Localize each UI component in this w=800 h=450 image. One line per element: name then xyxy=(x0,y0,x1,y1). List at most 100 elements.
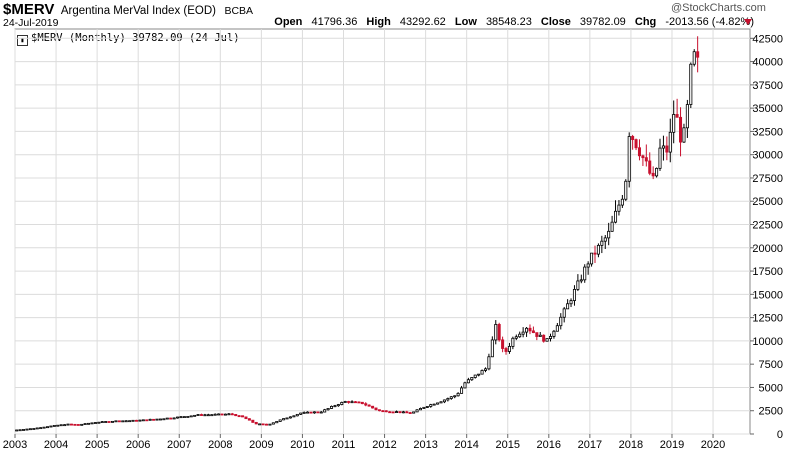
x-tick-label: 2007 xyxy=(167,439,191,450)
plot-frame xyxy=(14,28,751,435)
candle-body xyxy=(607,230,611,239)
candle-body xyxy=(155,418,159,421)
candle-body xyxy=(610,221,614,232)
candle-body xyxy=(408,412,412,414)
candle-body xyxy=(333,405,337,408)
candle-body xyxy=(569,300,573,305)
y-tick-label: 42500 xyxy=(752,33,783,45)
candle-body xyxy=(548,336,553,339)
candle-body xyxy=(538,334,542,337)
candle-body xyxy=(244,416,248,420)
candle-body xyxy=(490,339,494,358)
x-tick-label: 2014 xyxy=(454,439,478,450)
candle-body xyxy=(340,402,344,405)
x-tick-label: 2005 xyxy=(85,439,109,450)
candle-body xyxy=(364,403,368,406)
x-tick-label: 2016 xyxy=(537,439,561,450)
candle-body xyxy=(32,428,36,430)
candle-body xyxy=(692,51,696,65)
candle-body xyxy=(620,198,624,206)
candle-body xyxy=(501,339,505,349)
candle-body xyxy=(641,155,645,159)
y-tick-label: 20000 xyxy=(752,243,783,255)
candle-body xyxy=(624,180,628,200)
candle-body xyxy=(661,145,665,149)
candle-body xyxy=(22,429,26,431)
candle-body xyxy=(182,416,186,418)
candle-body xyxy=(90,422,94,425)
candle-body xyxy=(45,426,50,429)
candle-body xyxy=(309,411,313,414)
candle-body xyxy=(658,147,662,169)
candle-body xyxy=(415,409,419,413)
y-tick-label: 27500 xyxy=(752,173,783,185)
candle-body xyxy=(28,428,32,431)
candle-body xyxy=(186,416,190,418)
candle-icon: ▮ xyxy=(17,35,28,46)
index-name: Argentina MerVal Index (EOD) xyxy=(60,5,216,17)
candle-body xyxy=(35,427,39,430)
candle-body xyxy=(590,252,594,265)
candle-body xyxy=(466,379,470,384)
candle-body xyxy=(453,395,457,398)
chart-header: $MERV Argentina MerVal Index (EOD) BCBA xyxy=(3,1,253,19)
candle-body xyxy=(145,419,149,422)
grid-lines xyxy=(14,29,750,435)
candle-body xyxy=(487,356,491,370)
open-label: Open xyxy=(274,16,303,28)
high-label: High xyxy=(366,16,391,28)
candle-body xyxy=(367,404,371,407)
candle-body xyxy=(323,409,327,413)
candle-body xyxy=(141,419,145,422)
quote-date: 24-Jul-2019 xyxy=(3,17,59,29)
candle-body xyxy=(49,425,53,428)
candle-body xyxy=(483,368,488,371)
candle-body xyxy=(172,417,176,420)
chg-value: -2013.56 (-4.82%) xyxy=(665,16,754,28)
candle-body xyxy=(631,136,635,141)
candle-body xyxy=(278,419,282,422)
candle-body xyxy=(76,424,80,426)
x-tick-label: 2015 xyxy=(495,439,519,450)
candle-body xyxy=(511,337,515,347)
candle-body xyxy=(306,411,310,414)
candle-body xyxy=(672,114,676,133)
candle-body xyxy=(56,424,60,427)
y-tick-label: 0 xyxy=(777,429,783,441)
candle-body xyxy=(463,382,467,389)
candle-body xyxy=(353,401,357,404)
candle-body xyxy=(586,263,590,268)
candle-body xyxy=(15,429,19,432)
candle-body xyxy=(696,51,700,58)
candle-body xyxy=(176,416,180,419)
candle-body xyxy=(326,408,330,411)
candle-body xyxy=(299,412,303,415)
low-value: 38548.23 xyxy=(485,16,532,28)
candle-body xyxy=(552,330,556,337)
candle-body xyxy=(128,420,132,423)
candle-body xyxy=(196,414,200,416)
down-arrow-icon xyxy=(744,19,752,25)
candle-body xyxy=(422,406,426,409)
candle-body xyxy=(285,417,289,420)
candle-body xyxy=(381,410,385,413)
x-tick-label: 2017 xyxy=(578,439,602,450)
y-tick-label: 2500 xyxy=(759,406,783,418)
candle-body xyxy=(360,401,364,405)
candle-body xyxy=(518,333,522,338)
candle-body xyxy=(271,422,275,425)
candle-body xyxy=(525,327,529,333)
candle-body xyxy=(456,392,460,397)
candle-body xyxy=(138,419,142,422)
y-tick-label: 5000 xyxy=(759,382,783,394)
candle-body xyxy=(69,423,73,426)
candle-body xyxy=(350,401,354,404)
candle-body xyxy=(528,327,532,332)
candles xyxy=(15,36,700,432)
candle-body xyxy=(460,387,464,394)
symbol: $MERV xyxy=(3,1,55,18)
candle-body xyxy=(644,157,648,162)
y-tick-label: 37500 xyxy=(752,80,783,92)
brand-logo[interactable]: @StockCharts.com xyxy=(671,2,766,14)
